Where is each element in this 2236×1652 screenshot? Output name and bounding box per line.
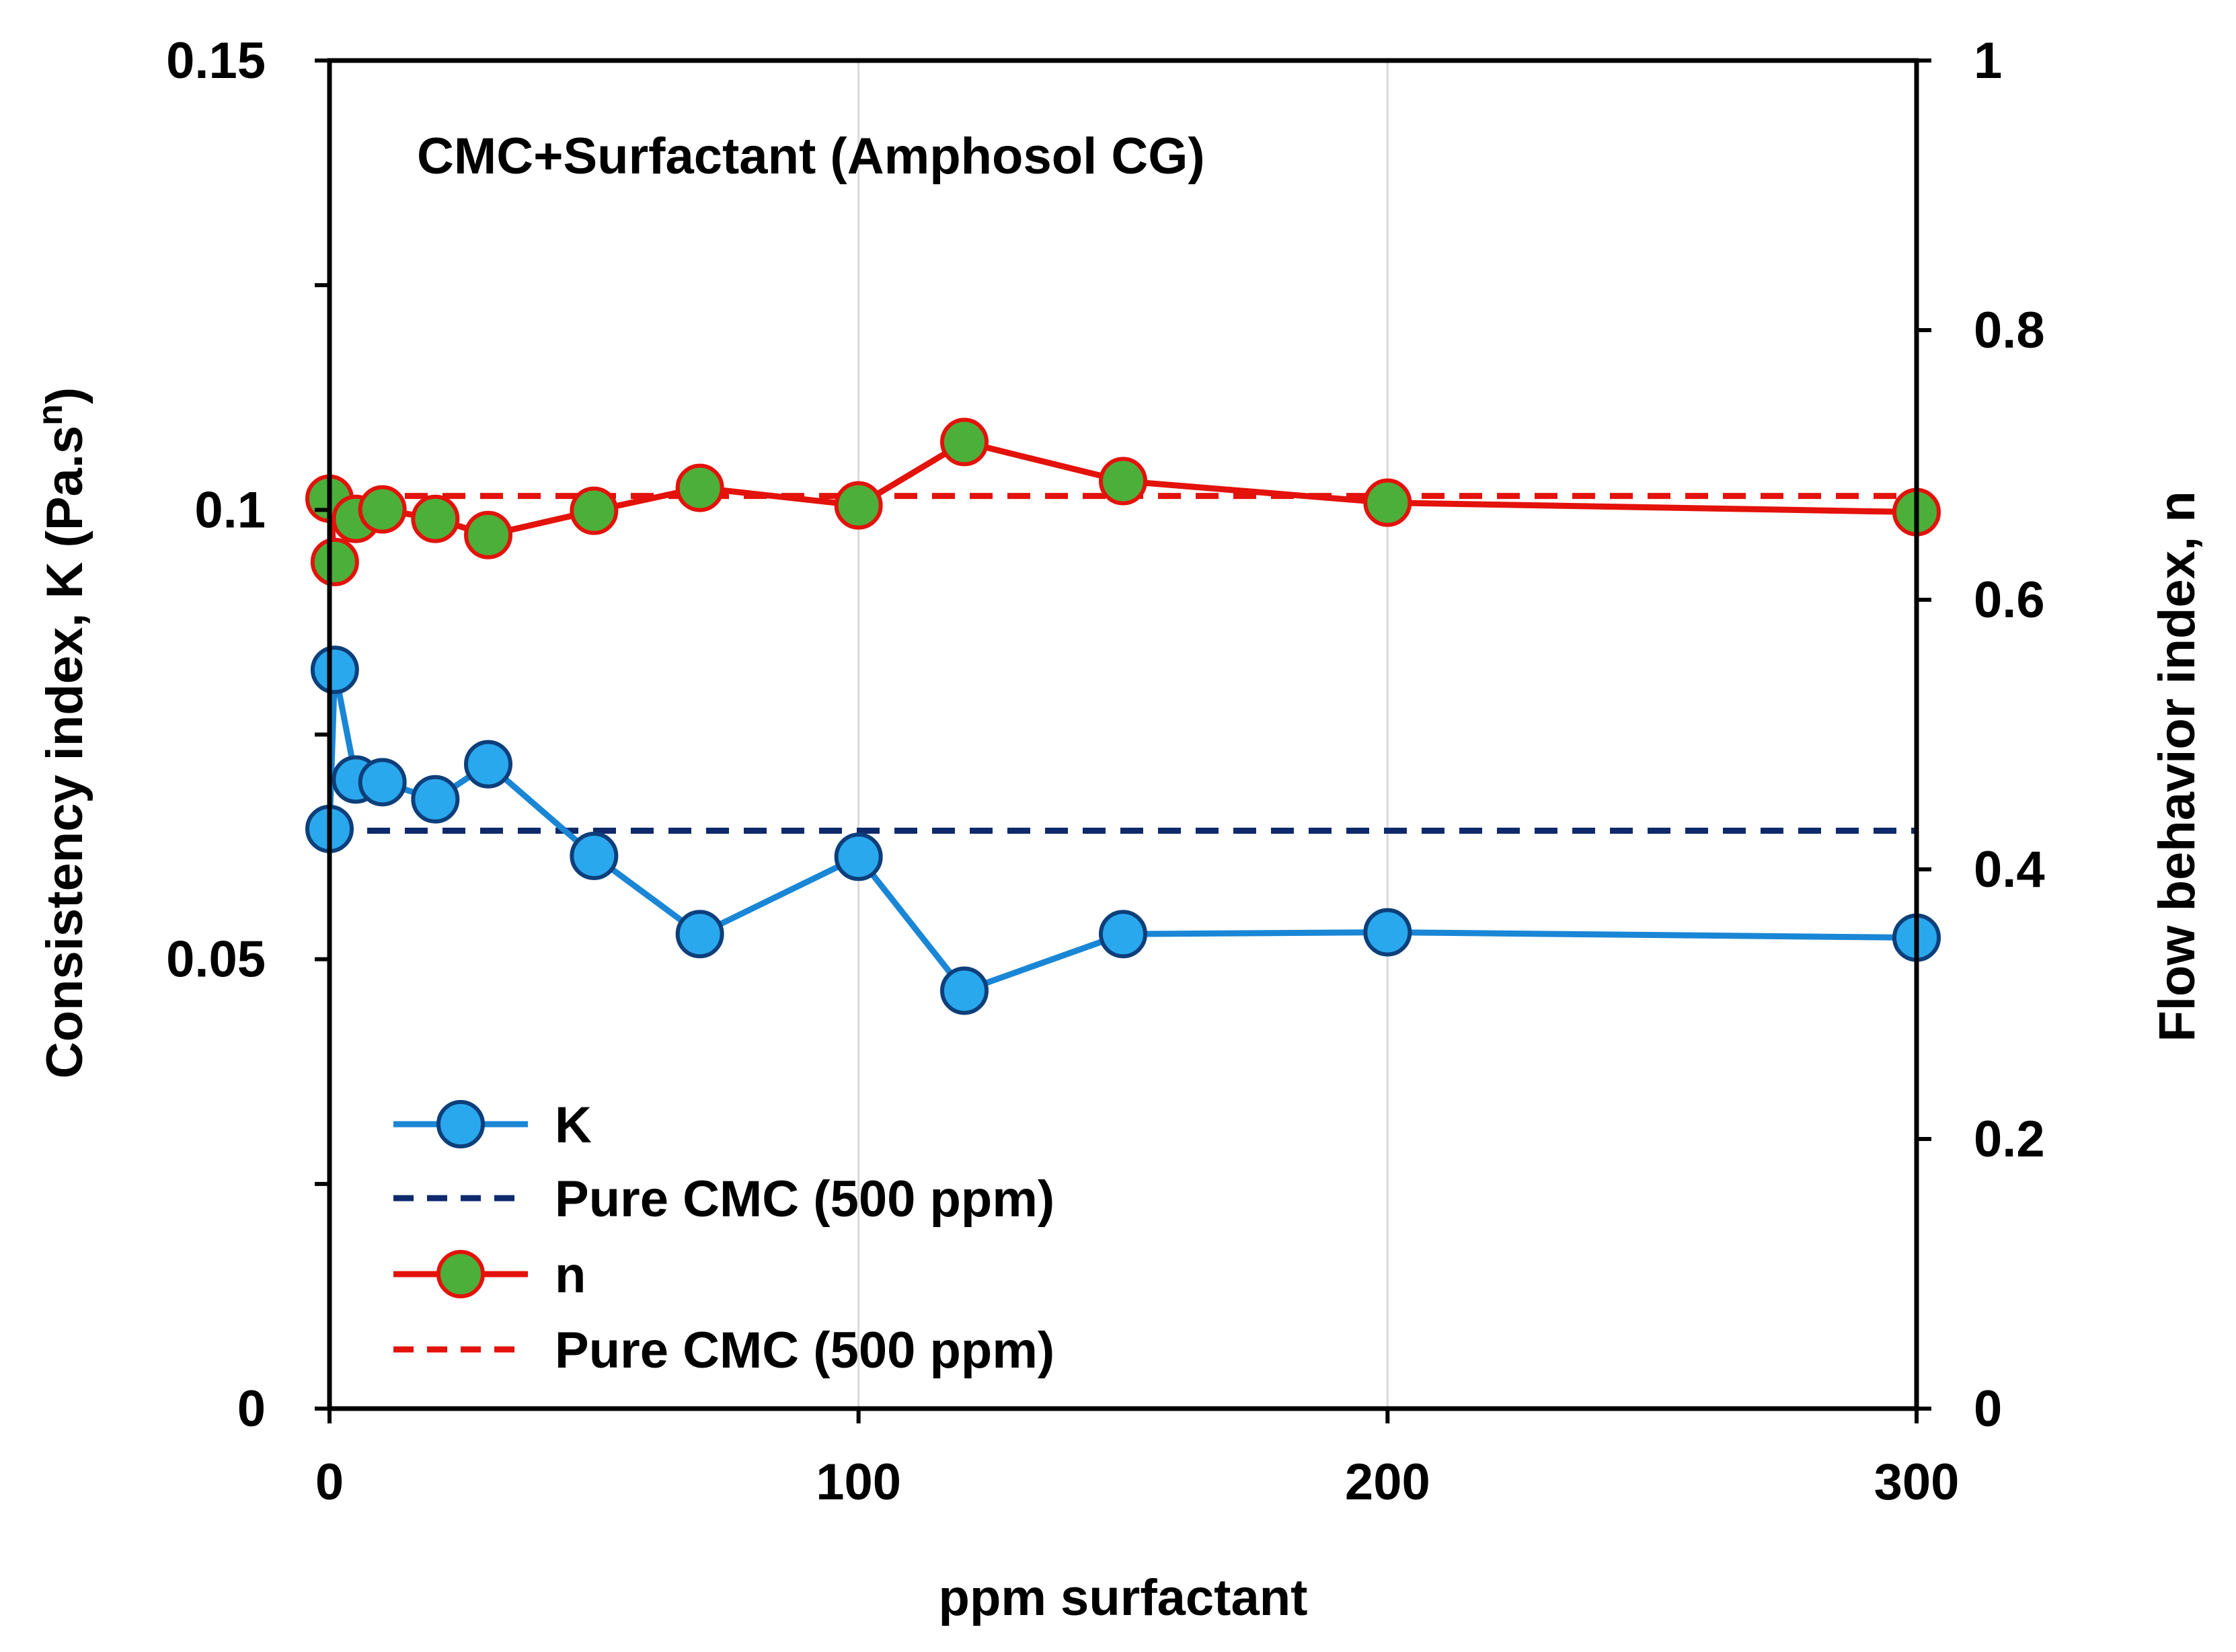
y-left-axis-title-superscript: n bbox=[31, 404, 70, 426]
series-k-point bbox=[464, 740, 512, 789]
series-k-point bbox=[940, 966, 989, 1015]
legend-label: n bbox=[555, 1247, 586, 1304]
series-k-point bbox=[411, 775, 460, 824]
x-tick-label: 200 bbox=[1345, 1454, 1430, 1511]
y-right-tick-label: 0 bbox=[1974, 1380, 2002, 1438]
legend-label: Pure CMC (500 ppm) bbox=[555, 1322, 1054, 1379]
series-layer bbox=[305, 418, 1941, 1015]
y-right-tick-label: 1 bbox=[1974, 32, 2002, 89]
y-left-tick-label: 0 bbox=[237, 1380, 266, 1438]
series-n-point bbox=[570, 486, 619, 535]
x-tick-label: 300 bbox=[1874, 1454, 1960, 1511]
y-left-tick-label: 0.15 bbox=[166, 32, 266, 89]
series-n-point bbox=[411, 494, 460, 543]
series-n-point bbox=[1363, 478, 1412, 527]
legend: K Pure CMC (500 ppm) n Pure CMC (500 ppm) bbox=[393, 1097, 1054, 1379]
y-left-tick-label: 0.1 bbox=[194, 481, 266, 539]
x-tick-label: 0 bbox=[315, 1454, 344, 1511]
y-left-tick-label: 0.05 bbox=[166, 931, 266, 988]
y-right-tick-label: 0.4 bbox=[1974, 841, 2045, 898]
y-right-tick-label: 0.8 bbox=[1974, 302, 2045, 359]
chart-title: CMC+Surfactant (Amphosol CG) bbox=[417, 128, 1205, 185]
legend-swatch-marker bbox=[436, 1250, 485, 1298]
series-k-point bbox=[675, 910, 724, 959]
x-axis-title: ppm surfactant bbox=[939, 1569, 1308, 1626]
series-k-point bbox=[358, 758, 407, 807]
y-right-tick-label: 0.2 bbox=[1974, 1111, 2045, 1168]
series-n-point bbox=[834, 481, 883, 530]
x-tick-label: 100 bbox=[816, 1454, 901, 1511]
legend-swatch-marker bbox=[436, 1100, 485, 1148]
legend-label: Pure CMC (500 ppm) bbox=[555, 1171, 1054, 1228]
series-n-point bbox=[464, 510, 512, 559]
series-k-point bbox=[1099, 910, 1147, 959]
grid-lines bbox=[857, 61, 1389, 1409]
series-k-point bbox=[834, 832, 883, 881]
series-n-point bbox=[1099, 457, 1147, 506]
y-right-axis-title: Flow behavior index, n bbox=[2149, 491, 2206, 1041]
series-n-point bbox=[310, 537, 359, 586]
y-left-axis-title: Consistency index, K (Pa.sn) bbox=[31, 387, 93, 1079]
series-n-point bbox=[940, 418, 989, 467]
series-n-point bbox=[675, 463, 724, 512]
series-k-point bbox=[570, 831, 619, 880]
series-k-point bbox=[310, 645, 359, 695]
series-n-point bbox=[358, 485, 407, 534]
series-k-point bbox=[1363, 908, 1412, 957]
y-left-axis-title-main: Consistency index, K (Pa.s bbox=[36, 426, 93, 1078]
y-left-axis-title-close: ) bbox=[36, 387, 93, 404]
legend-label: K bbox=[555, 1097, 592, 1154]
y-right-tick-label: 0.6 bbox=[1974, 572, 2045, 629]
